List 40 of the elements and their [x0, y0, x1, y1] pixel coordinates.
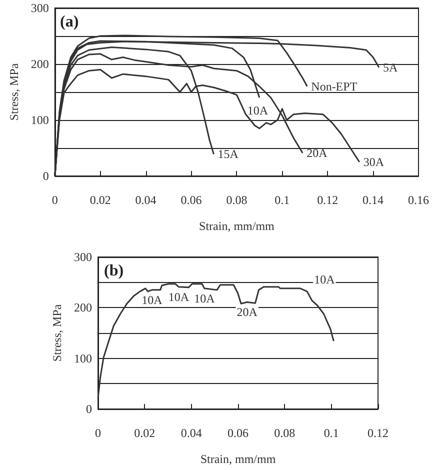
y-tick-label: 300: [30, 1, 49, 15]
x-tick-label: 0.12: [317, 193, 338, 207]
y-tick-label: 0: [86, 402, 92, 416]
series-label: 20A: [306, 146, 328, 160]
chart-title: (a): [60, 14, 79, 30]
x-tick-label: 0: [95, 426, 101, 440]
annotation: 10A: [194, 291, 216, 306]
x-tick-label: 0.1: [324, 426, 339, 440]
annotation: 10A: [314, 272, 336, 286]
y-tick-label: 200: [74, 300, 92, 315]
x-tick-label: 0.1: [274, 193, 290, 207]
y-axis-title: Stress, MPa: [50, 304, 64, 362]
y-tick-label: 100: [30, 113, 49, 127]
x-tick-label: 0.06: [180, 193, 202, 207]
x-tick-label: 0.06: [228, 426, 248, 440]
x-tick-label: 0.04: [180, 426, 202, 440]
series-label: 15A: [218, 147, 239, 162]
x-tick-label: 0.16: [408, 193, 429, 207]
y-tick-label: 200: [30, 57, 49, 71]
x-tick-label: 0.04: [135, 193, 156, 207]
y-tick-label: 100: [74, 351, 92, 366]
y-tick-label: 0: [42, 169, 49, 183]
annotation: 10A: [168, 290, 190, 304]
y-axis-title: Stress, MPa: [7, 62, 21, 121]
series-label: 10A: [247, 104, 268, 118]
x-axis-title: Strain, mm/mm: [199, 219, 276, 233]
x-axis-title: Strain, mm/mm: [200, 452, 276, 466]
chart-title: (b): [104, 262, 124, 280]
x-tick-label: 0.12: [368, 426, 388, 440]
series-label: Non-EPT: [311, 79, 358, 94]
x-tick-label: 0.14: [362, 193, 384, 207]
x-tick-label: 0.02: [134, 426, 156, 440]
y-tick-label: 300: [74, 250, 92, 264]
x-tick-label: 0.08: [226, 193, 248, 207]
x-tick-label: 0: [52, 193, 58, 207]
annotation: 10A: [142, 292, 163, 307]
series-label: 30A: [363, 155, 384, 169]
annotation: 20A: [236, 305, 258, 320]
x-tick-label: 0.02: [90, 193, 111, 207]
x-tick-label: 0.08: [274, 426, 296, 440]
